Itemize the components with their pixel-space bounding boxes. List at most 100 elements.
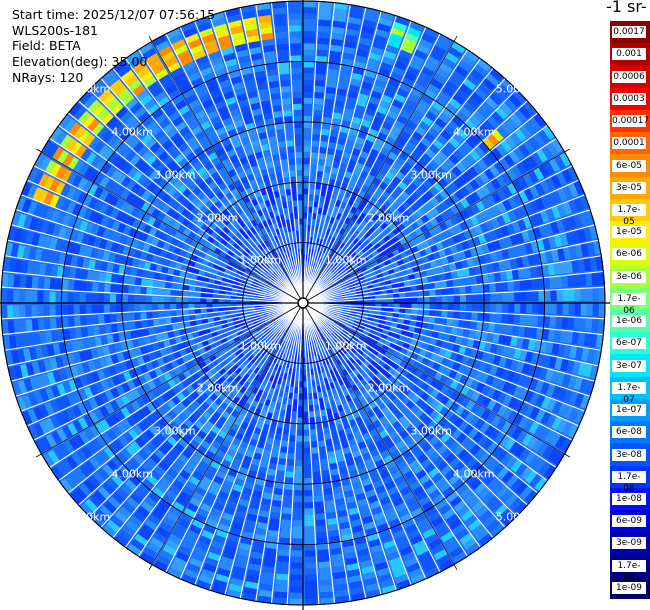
ppi-cell bbox=[350, 391, 358, 400]
ppi-cell bbox=[356, 542, 369, 551]
ppi-cell bbox=[274, 408, 281, 416]
ppi-cell bbox=[452, 92, 465, 105]
ppi-cell bbox=[460, 259, 469, 268]
ppi-cell bbox=[503, 153, 515, 167]
ppi-cell bbox=[326, 511, 338, 520]
ppi-cell bbox=[382, 234, 391, 243]
ppi-cell bbox=[291, 544, 303, 551]
ppi-cell bbox=[322, 171, 330, 179]
ppi-cell bbox=[455, 353, 464, 363]
ppi-cell bbox=[550, 174, 562, 189]
ppi-cell bbox=[303, 405, 309, 412]
ppi-cell bbox=[311, 212, 317, 220]
ppi-cell bbox=[145, 295, 153, 303]
ppi-cell bbox=[359, 219, 368, 228]
ppi-cell bbox=[330, 348, 336, 356]
ppi-cell bbox=[536, 148, 548, 163]
ppi-cell bbox=[550, 370, 560, 384]
ppi-cell bbox=[417, 309, 424, 315]
ppi-cell bbox=[405, 119, 417, 130]
ppi-cell bbox=[457, 465, 470, 477]
ppi-cell bbox=[527, 228, 536, 241]
ppi-cell bbox=[434, 95, 448, 107]
ppi-cell bbox=[579, 378, 589, 393]
ppi-cell bbox=[496, 201, 507, 214]
ppi-cell bbox=[379, 221, 388, 230]
ppi-cell bbox=[456, 482, 469, 495]
ppi-cell bbox=[375, 363, 383, 372]
ppi-cell bbox=[382, 475, 394, 485]
ppi-cell bbox=[448, 473, 461, 485]
ppi-cell bbox=[371, 505, 384, 516]
ppi-cell bbox=[358, 553, 372, 563]
ppi-cell bbox=[37, 304, 44, 317]
ppi-cell bbox=[413, 485, 425, 496]
ppi-cell bbox=[384, 247, 392, 255]
ppi-cell bbox=[356, 460, 366, 470]
ppi-cell bbox=[456, 269, 464, 278]
ppi-cell bbox=[447, 295, 454, 302]
ppi-cell bbox=[374, 310, 382, 315]
ppi-cell bbox=[312, 459, 321, 466]
ppi-cell bbox=[397, 382, 407, 392]
ppi-cell bbox=[326, 235, 332, 243]
ppi-cell bbox=[573, 180, 585, 195]
ppi-cell bbox=[128, 285, 135, 295]
ppi-cell bbox=[300, 357, 303, 364]
ppi-cell bbox=[428, 467, 440, 478]
ppi-cell bbox=[267, 468, 277, 477]
ppi-cell bbox=[303, 61, 314, 68]
ppi-cell bbox=[222, 550, 236, 560]
ppi-cell bbox=[460, 336, 469, 346]
ppi-cell bbox=[303, 145, 311, 153]
ppi-cell bbox=[67, 280, 75, 291]
ppi-cell bbox=[328, 335, 334, 342]
ppi-cell bbox=[418, 120, 430, 132]
ppi-cell bbox=[7, 305, 14, 319]
ppi-cell bbox=[423, 60, 438, 72]
ppi-cell bbox=[513, 385, 523, 398]
ppi-cell bbox=[524, 242, 534, 254]
ppi-cell bbox=[359, 386, 367, 394]
ppi-cell bbox=[289, 586, 303, 593]
ppi-cell bbox=[531, 278, 539, 290]
ppi-cell bbox=[339, 371, 346, 379]
ppi-cell bbox=[444, 271, 452, 280]
ppi-cell bbox=[360, 25, 375, 35]
ppi-cell bbox=[534, 182, 545, 196]
ppi-cell bbox=[381, 254, 389, 262]
ppi-cell bbox=[321, 239, 327, 247]
ppi-cell bbox=[501, 212, 512, 224]
ppi-cell bbox=[507, 182, 518, 195]
ppi-cell bbox=[492, 480, 505, 494]
ppi-cell bbox=[449, 215, 459, 226]
ppi-cell bbox=[366, 356, 374, 364]
ppi-cell bbox=[303, 73, 314, 80]
ppi-cell bbox=[472, 430, 484, 443]
ppi-cell bbox=[288, 441, 296, 448]
ppi-cell bbox=[542, 125, 556, 140]
ppi-cell bbox=[408, 501, 421, 513]
ppi-cell bbox=[335, 345, 342, 352]
ppi-cell bbox=[365, 277, 372, 283]
ppi-cell bbox=[386, 512, 399, 523]
ppi-cell bbox=[423, 296, 430, 303]
ppi-cell bbox=[176, 297, 183, 303]
ppi-cell bbox=[85, 293, 92, 303]
ppi-cell bbox=[373, 242, 381, 250]
ppi-cell bbox=[551, 249, 560, 262]
ppi-cell bbox=[329, 129, 339, 138]
ppi-cell bbox=[368, 538, 382, 548]
ppi-cell bbox=[329, 274, 336, 280]
ppi-cell bbox=[362, 206, 370, 215]
ppi-cell bbox=[294, 387, 299, 394]
ppi-cell bbox=[345, 373, 353, 382]
ppi-cell bbox=[592, 287, 599, 301]
ppi-cell bbox=[374, 345, 382, 352]
ppi-cell bbox=[255, 446, 264, 455]
ppi-cell bbox=[385, 545, 399, 556]
ppi-cell bbox=[317, 434, 325, 442]
ppi-cell bbox=[338, 249, 345, 256]
ppi-cell bbox=[524, 451, 537, 465]
ppi-cell bbox=[333, 245, 339, 253]
